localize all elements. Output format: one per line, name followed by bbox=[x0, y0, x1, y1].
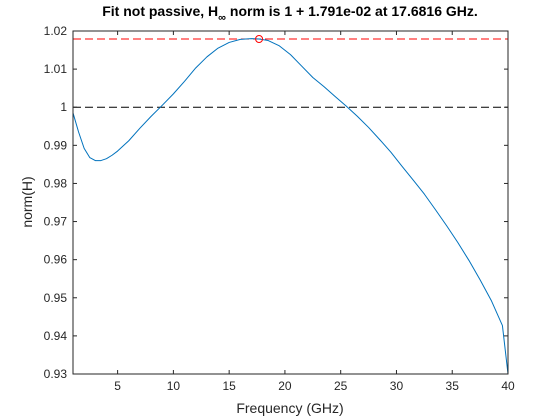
y-tick-label: 0.99 bbox=[44, 138, 68, 152]
y-tick-label: 1 bbox=[60, 100, 67, 114]
reference-lines bbox=[73, 38, 508, 108]
x-tick-label: 20 bbox=[278, 379, 292, 393]
x-axis-ticks: 5 10 15 20 25 30 35 40 bbox=[114, 31, 515, 393]
y-tick-label: 0.93 bbox=[44, 367, 68, 381]
chart-title: Fit not passive, H∞ norm is 1 + 1.791e-0… bbox=[102, 3, 478, 24]
y-axis-label: norm(H) bbox=[19, 176, 35, 227]
y-tick-label: 0.96 bbox=[44, 253, 68, 267]
x-tick-label: 35 bbox=[446, 379, 460, 393]
y-tick-label: 0.95 bbox=[44, 291, 68, 305]
x-tick-label: 10 bbox=[167, 379, 181, 393]
y-tick-label: 0.94 bbox=[44, 329, 68, 343]
x-tick-label: 25 bbox=[334, 379, 348, 393]
series-line-0 bbox=[72, 38, 509, 375]
y-tick-label: 1.01 bbox=[44, 62, 68, 76]
y-tick-label: 0.97 bbox=[44, 215, 68, 229]
y-tick-label: 0.98 bbox=[44, 176, 68, 190]
peak-marker-0 bbox=[255, 35, 264, 44]
markers bbox=[255, 35, 264, 44]
x-tick-label: 5 bbox=[114, 379, 121, 393]
plot-area bbox=[73, 31, 508, 374]
y-tick-label: 1.02 bbox=[44, 24, 68, 38]
data-series bbox=[72, 38, 509, 375]
x-axis-label: Frequency (GHz) bbox=[236, 400, 343, 416]
title-subscript: ∞ bbox=[218, 12, 226, 24]
y-axis-ticks: 0.93 0.94 0.95 0.96 0.97 0.98 0.99 1 1.01 1.02 bbox=[44, 24, 508, 381]
axes-box bbox=[72, 30, 509, 375]
x-tick-label: 40 bbox=[501, 379, 515, 393]
x-tick-label: 30 bbox=[390, 379, 404, 393]
x-tick-label: 15 bbox=[222, 379, 236, 393]
